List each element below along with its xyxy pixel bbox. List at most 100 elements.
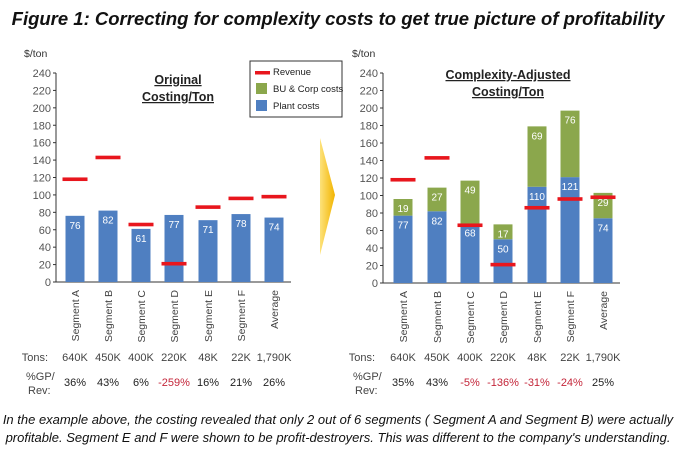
- bar-value-label-plant: 82: [102, 216, 114, 227]
- bar-bu-corp-costs: [560, 110, 580, 178]
- y-tick-label: 40: [39, 242, 51, 254]
- bar-value-label-bu: 17: [497, 229, 509, 240]
- y-tick-label: 200: [360, 103, 378, 115]
- gp-rev-value: -31%: [524, 377, 550, 389]
- category-label: Segment C: [136, 290, 148, 343]
- revenue-marker: [490, 262, 516, 267]
- gp-rev-value: 43%: [97, 377, 119, 389]
- bar-value-label-bu: 27: [431, 193, 443, 204]
- y-tick-label: 180: [33, 120, 51, 132]
- gp-rev-value: -24%: [557, 377, 583, 389]
- bar-plant-costs: [264, 217, 284, 282]
- revenue-marker: [95, 155, 121, 160]
- gp-row-label-2: Rev:: [355, 385, 378, 397]
- tons-row-label: Tons:: [22, 352, 48, 364]
- tons-value: 48K: [198, 352, 218, 364]
- revenue-marker: [128, 222, 154, 227]
- bar-plant-costs: [393, 215, 413, 283]
- y-tick-label: 160: [360, 138, 378, 150]
- gp-row-label-1: %GP/: [353, 371, 383, 383]
- bar-value-label-plant: 121: [562, 182, 579, 193]
- bar-bu-corp-costs: [527, 126, 547, 187]
- bar-plant-costs: [593, 218, 613, 283]
- tons-value: 640K: [390, 352, 416, 364]
- tons-value: 450K: [95, 352, 121, 364]
- revenue-marker: [195, 205, 221, 209]
- y-axis-unit: $/ton: [24, 48, 48, 60]
- category-label: Segment B: [103, 290, 115, 342]
- y-tick-label: 240: [360, 68, 378, 80]
- y-tick-label: 180: [360, 121, 378, 133]
- legend: Revenue BU & Corp costs Plant costs: [249, 60, 343, 118]
- bar-value-label-bu: 29: [597, 198, 609, 209]
- gp-rev-value: -136%: [487, 377, 519, 389]
- category-label: Segment B: [432, 291, 444, 343]
- gp-rev-value: -5%: [460, 377, 480, 389]
- bar-plant-costs: [560, 177, 580, 283]
- bar-plant-costs: [198, 220, 218, 282]
- figure-title: Figure 1: Correcting for complexity cost…: [12, 8, 666, 29]
- y-tick-label: 100: [33, 190, 51, 202]
- y-tick-label: 120: [33, 173, 51, 185]
- revenue-marker: [524, 205, 550, 210]
- legend-plant-label: Plant costs: [273, 101, 320, 112]
- bar-bu-corp-costs: [393, 199, 413, 216]
- category-label: Segment C: [465, 291, 477, 344]
- bar-value-label-bu: 76: [564, 116, 576, 127]
- gp-rev-value: 26%: [263, 377, 285, 389]
- bar-value-label-plant: 61: [135, 234, 147, 245]
- category-label: Average: [598, 291, 610, 330]
- bar-plant-costs: [527, 186, 547, 283]
- y-tick-label: 160: [33, 138, 51, 150]
- y-tick-label: 20: [366, 261, 378, 273]
- bar-plant-costs: [98, 210, 118, 282]
- y-axis-unit: $/ton: [352, 48, 376, 60]
- chart-title-line: Original: [154, 73, 201, 87]
- y-tick-label: 60: [39, 225, 51, 237]
- caption-line-2: profitable. Segment E and F were shown t…: [5, 430, 671, 445]
- y-tick-label: 0: [45, 277, 51, 289]
- legend-revenue-swatch: [255, 71, 270, 75]
- category-label: Segment F: [236, 290, 248, 341]
- bar-plant-costs: [427, 211, 447, 283]
- y-tick-label: 140: [33, 155, 51, 167]
- gp-row-label-2: Rev:: [28, 385, 51, 397]
- revenue-marker: [161, 261, 187, 266]
- bar-value-label-plant: 71: [202, 225, 214, 236]
- revenue-marker: [228, 196, 254, 201]
- y-tick-label: 120: [360, 173, 378, 185]
- bar-value-label-plant: 76: [69, 221, 81, 232]
- revenue-marker: [590, 195, 616, 200]
- bar-plant-costs: [131, 228, 151, 282]
- revenue-marker: [261, 194, 287, 199]
- revenue-marker: [424, 156, 450, 160]
- gp-rev-value: 35%: [392, 377, 414, 389]
- legend-bu-label: BU & Corp costs: [273, 84, 343, 95]
- tons-value: 48K: [527, 352, 547, 364]
- legend-plant-swatch: [256, 100, 267, 111]
- transition-arrow-icon: [320, 138, 335, 255]
- tons-value: 1,790K: [257, 352, 293, 364]
- category-label: Segment E: [203, 290, 215, 342]
- tons-value: 640K: [62, 352, 88, 364]
- bar-plant-costs: [231, 214, 251, 282]
- y-tick-label: 20: [39, 260, 51, 272]
- revenue-marker: [557, 197, 583, 201]
- y-tick-label: 220: [360, 86, 378, 98]
- gp-rev-value: 36%: [64, 377, 86, 389]
- tons-value: 400K: [457, 352, 483, 364]
- category-label: Segment D: [169, 290, 181, 343]
- y-tick-label: 240: [33, 68, 51, 80]
- y-tick-label: 220: [33, 85, 51, 97]
- gp-rev-value: 25%: [592, 377, 614, 389]
- bar-value-label-plant: 77: [397, 221, 409, 232]
- bar-bu-corp-costs: [593, 192, 613, 219]
- bar-value-label-plant: 78: [235, 219, 247, 230]
- bar-bu-corp-costs: [427, 187, 447, 212]
- bar-value-label-plant: 50: [497, 244, 509, 255]
- category-label: Average: [269, 290, 281, 329]
- gp-rev-value: 21%: [230, 377, 252, 389]
- tons-value: 220K: [490, 352, 516, 364]
- bar-plant-costs: [65, 215, 85, 282]
- tons-row-label: Tons:: [349, 352, 375, 364]
